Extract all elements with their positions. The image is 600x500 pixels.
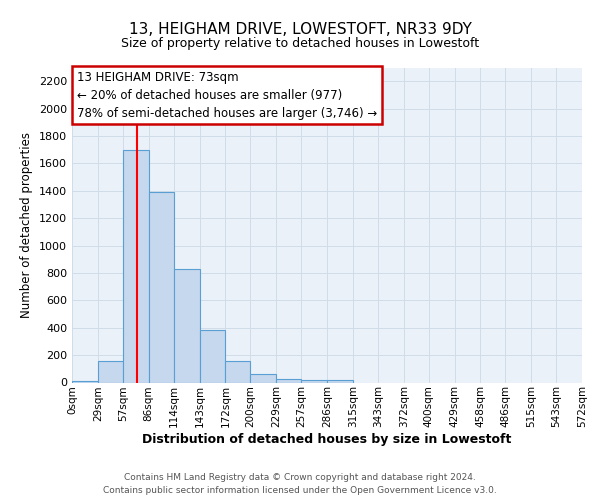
- Bar: [226, 360, 250, 382]
- Bar: [123, 150, 149, 382]
- Bar: [72, 381, 98, 382]
- Bar: [276, 379, 301, 382]
- Bar: [301, 380, 327, 382]
- Bar: [149, 192, 173, 382]
- Text: Contains HM Land Registry data © Crown copyright and database right 2024.: Contains HM Land Registry data © Crown c…: [124, 472, 476, 482]
- Bar: [327, 380, 353, 382]
- Bar: [98, 362, 123, 382]
- Bar: [173, 269, 199, 382]
- Text: 13, HEIGHAM DRIVE, LOWESTOFT, NR33 9DY: 13, HEIGHAM DRIVE, LOWESTOFT, NR33 9DY: [128, 22, 472, 38]
- Bar: [250, 374, 276, 382]
- Text: Contains public sector information licensed under the Open Government Licence v3: Contains public sector information licen…: [103, 486, 497, 495]
- Text: Size of property relative to detached houses in Lowestoft: Size of property relative to detached ho…: [121, 38, 479, 51]
- Bar: [199, 330, 226, 382]
- Y-axis label: Number of detached properties: Number of detached properties: [20, 132, 34, 318]
- X-axis label: Distribution of detached houses by size in Lowestoft: Distribution of detached houses by size …: [142, 433, 512, 446]
- Text: 13 HEIGHAM DRIVE: 73sqm
← 20% of detached houses are smaller (977)
78% of semi-d: 13 HEIGHAM DRIVE: 73sqm ← 20% of detache…: [77, 70, 377, 120]
